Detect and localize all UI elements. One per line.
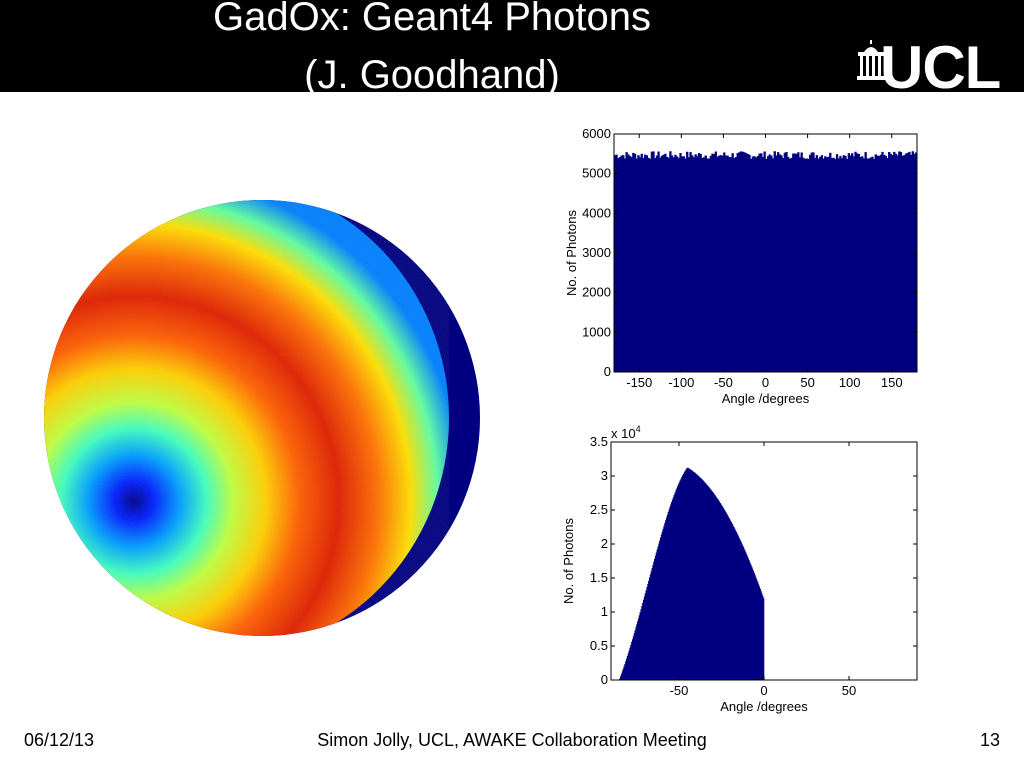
y-tick-label: 0 <box>604 364 611 379</box>
x-tick-label: 100 <box>839 375 861 390</box>
x-tick-label: 50 <box>800 375 814 390</box>
y-tick-label: 6000 <box>582 126 611 141</box>
x-tick-label: 0 <box>760 683 767 698</box>
portico-icon <box>857 40 885 80</box>
x-tick-label: -100 <box>668 375 694 390</box>
y-axis-label: No. of Photons <box>564 210 579 296</box>
x-tick-label: -150 <box>626 375 652 390</box>
title-bar: GadOx: Geant4 Photons (J. Goodhand) <box>0 0 1024 92</box>
footer-page-number: 13 <box>979 730 1000 750</box>
y-tick-label: 1000 <box>582 324 611 339</box>
y-tick-label: 0.5 <box>590 638 608 653</box>
logo-text: UCL <box>880 34 1001 101</box>
angle-histogram-full: -150 -100 -50 0 50 100 150 0 1000 2000 3000 4000 500… <box>564 126 918 406</box>
angle-histogram-half: -50 0 50 0 0.5 1 1.5 2 2.5 3 3.5 Angle /degrees No. … <box>561 424 918 714</box>
histogram-bars <box>611 467 765 681</box>
slide-subtitle: (J. Goodhand) <box>304 53 560 92</box>
x-tick-label: -50 <box>714 375 733 390</box>
y-multiplier: x 104 <box>611 424 641 441</box>
histogram-bars <box>613 151 918 373</box>
x-tick-label: -50 <box>670 683 689 698</box>
x-axis-label: Angle /degrees <box>720 699 808 714</box>
y-tick-label: 2000 <box>582 285 611 300</box>
ucl-logo: UCL <box>856 34 1024 101</box>
y-tick-label: 1.5 <box>590 570 608 585</box>
y-tick-label: 2 <box>601 536 608 551</box>
x-axis-label: Angle /degrees <box>722 391 810 406</box>
y-tick-label: 5000 <box>582 166 611 181</box>
y-tick-label: 4000 <box>582 205 611 220</box>
histogram-area <box>611 467 765 681</box>
y-axis-label: No. of Photons <box>561 518 576 604</box>
x-tick-label: 50 <box>842 683 856 698</box>
y-tick-label: 2.5 <box>590 502 608 517</box>
x-tick-label: 0 <box>762 375 769 390</box>
y-tick-label: 3000 <box>582 245 611 260</box>
footer-date: 06/12/13 <box>24 730 95 750</box>
y-tick-label: 3 <box>601 468 608 483</box>
y-tick-label: 3.5 <box>590 434 608 449</box>
y-tick-label: 1 <box>601 604 608 619</box>
photon-sphere-heatmap <box>44 200 480 636</box>
histogram-area <box>613 151 918 373</box>
x-tick-label: 150 <box>881 375 903 390</box>
footer-presenter: Simon Jolly, UCL, AWAKE Collaboration Me… <box>317 730 707 750</box>
slide-title: GadOx: Geant4 Photons <box>212 0 652 39</box>
y-tick-label: 0 <box>601 672 608 687</box>
